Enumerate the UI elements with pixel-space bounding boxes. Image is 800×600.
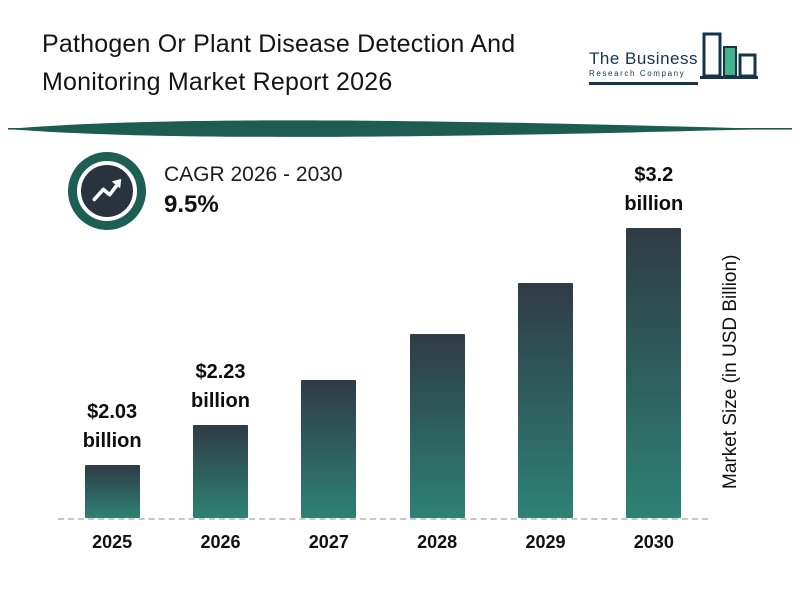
logo-name: The Business [589,49,698,68]
title-line1: Pathogen Or Plant Disease Detection And [42,30,516,58]
bar-column-2026: $2.23 billion [166,358,274,518]
bar-2025 [84,465,140,518]
y-axis-label: Market Size (in USD Billion) [720,254,741,490]
bar-column-2025: $2.03 billion [58,398,166,518]
bar-column-2029 [491,283,599,518]
logo-text: The Business Research Company [589,49,698,85]
x-tick-label: 2030 [633,532,674,552]
company-logo: The Business Research Company [589,30,762,93]
trend-arrow-badge [68,152,146,230]
bar-chart-logo-icon [700,30,762,93]
x-axis-labels: 2025 2026 2027 2028 2029 2030 [58,532,708,553]
bar-value-label: $3.2 billion [624,161,683,219]
x-tick-label: 2027 [308,532,349,552]
bar-column-2027 [275,380,383,518]
bar-value-unit: billion [82,430,142,452]
bar-column-2030: $3.2 billion [600,161,708,518]
x-tick-label: 2029 [525,532,566,552]
x-tick-label: 2026 [200,532,241,552]
x-tick-label: 2025 [92,532,133,552]
bar-2030 [626,228,682,518]
bar-value-amount: $2.03 [87,401,138,423]
bar-value-label: $2.23 billion [191,358,250,416]
bar-2028 [409,334,465,518]
cagr-label: CAGR 2026 - 2030 [164,163,343,186]
divider-accent [0,120,800,138]
bar-2026 [192,425,248,518]
x-axis-baseline [58,518,708,520]
bar-chart: $2.03 billion $2.23 billion $3.2 billion 2025… [58,140,708,553]
logo-subname: Research Company [589,69,686,78]
bar-value-unit: billion [624,193,684,215]
bar-value-amount: $2.23 [195,361,246,383]
title-line2: Monitoring Market Report 2026 [42,67,393,96]
trend-arrow-icon [77,161,137,221]
cagr-callout: CAGR 2026 - 2030 9.5% [68,152,343,230]
header: Pathogen Or Plant Disease Detection And … [0,0,800,101]
x-tick-label: 2028 [417,532,458,552]
bar-2027 [301,380,357,518]
bar-value-label: $2.03 billion [83,398,142,456]
page-title: Pathogen Or Plant Disease Detection And … [42,26,515,101]
cagr-text: CAGR 2026 - 2030 9.5% [164,163,343,219]
bar-column-2028 [383,334,491,518]
bars-area: $2.03 billion $2.23 billion $3.2 billion [58,140,708,518]
bar-2029 [517,283,573,518]
cagr-value: 9.5% [164,191,219,218]
bar-value-unit: billion [191,390,250,412]
bar-value-amount: $3.2 [634,164,674,186]
